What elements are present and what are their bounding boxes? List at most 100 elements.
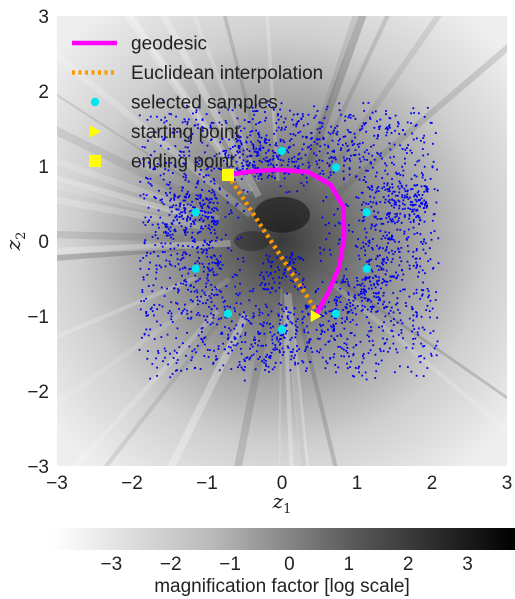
cloud-point: [285, 275, 287, 278]
cloud-point: [171, 321, 174, 323]
cloud-point: [408, 317, 411, 320]
cloud-point: [168, 234, 171, 237]
cloud-point: [177, 208, 180, 211]
cloud-point: [193, 367, 196, 370]
cloud-point: [198, 173, 201, 176]
cloud-point: [213, 349, 215, 352]
cloud-point: [179, 150, 181, 153]
cloud-point: [215, 258, 218, 261]
cloud-point: [285, 191, 288, 194]
cloud-point: [420, 342, 423, 345]
cloud-point: [149, 377, 152, 380]
cloud-point: [281, 126, 283, 129]
cloud-point: [347, 283, 350, 286]
cloud-point: [292, 266, 295, 269]
cloud-point: [304, 350, 306, 353]
cloud-point: [236, 332, 239, 335]
cloud-point: [292, 133, 295, 136]
cloud-point: [263, 140, 266, 142]
cloud-point: [169, 206, 171, 209]
cloud-point: [387, 194, 390, 197]
cloud-point: [416, 160, 419, 163]
cloud-point: [403, 214, 406, 217]
cloud-point: [210, 283, 213, 286]
cloud-point: [191, 300, 194, 303]
cloud-point: [379, 154, 382, 157]
cloud-point: [309, 360, 311, 363]
cloud-point: [369, 116, 371, 119]
cloud-point: [368, 188, 371, 190]
cloud-point: [266, 176, 269, 179]
cloud-point: [244, 331, 247, 334]
cloud-point: [304, 304, 307, 307]
cloud-point: [290, 138, 293, 140]
cloud-point: [356, 246, 359, 248]
cloud-point: [268, 255, 271, 258]
cloud-point: [170, 318, 173, 321]
cloud-point: [293, 268, 296, 270]
cloud-point: [421, 293, 424, 296]
cloud-point: [386, 213, 388, 216]
cloud-point: [318, 337, 321, 340]
cloud-point: [162, 178, 165, 181]
cloud-point: [416, 195, 418, 198]
cloud-point: [289, 262, 291, 265]
cloud-point: [271, 260, 274, 263]
cloud-point: [407, 236, 410, 239]
cloud-point: [369, 161, 372, 164]
cloud-point: [384, 231, 387, 233]
cloud-point: [385, 217, 388, 220]
cloud-point: [248, 164, 251, 167]
cloud-point: [382, 329, 384, 332]
cloud-point: [423, 134, 426, 137]
cloud-point: [245, 163, 248, 166]
cloud-point: [282, 310, 285, 313]
cloud-point: [354, 149, 357, 151]
cloud-point: [315, 328, 318, 331]
cloud-point: [212, 216, 215, 219]
cloud-point: [398, 264, 401, 267]
cloud-point: [262, 287, 265, 290]
cloud-point: [282, 351, 285, 353]
cloud-point: [425, 206, 428, 209]
cloud-point: [259, 174, 262, 177]
cloud-point: [180, 150, 183, 153]
cloud-point: [289, 350, 292, 353]
cloud-point: [341, 317, 343, 320]
selected-sample-point: [331, 163, 341, 172]
cloud-point: [272, 277, 274, 280]
cloud-point: [402, 174, 405, 177]
cloud-point: [412, 264, 415, 267]
cloud-point: [309, 138, 312, 140]
cloud-point: [268, 104, 271, 106]
cloud-point: [368, 275, 371, 278]
cloud-point: [208, 306, 210, 308]
cloud-point: [337, 242, 340, 245]
cloud-point: [213, 223, 216, 226]
cloud-point: [181, 274, 183, 277]
cloud-point: [286, 345, 289, 348]
cloud-point: [384, 162, 386, 165]
cloud-point: [301, 148, 304, 151]
cloud-point: [413, 292, 415, 295]
cloud-point: [149, 136, 152, 139]
cloud-point: [206, 217, 209, 220]
cloud-point: [298, 348, 300, 351]
cloud-point: [397, 199, 400, 202]
cloud-point: [393, 199, 396, 202]
cloud-point: [348, 131, 350, 133]
cloud-point: [386, 128, 389, 131]
cloud-point: [236, 257, 239, 260]
cloud-point: [278, 269, 281, 271]
cloud-point: [266, 100, 269, 103]
cloud-point: [331, 150, 334, 153]
cloud-point: [412, 226, 415, 229]
cloud-point: [375, 201, 378, 204]
cloud-point: [432, 330, 435, 332]
cloud-point: [368, 258, 371, 261]
cloud-point: [371, 339, 374, 342]
cloud-point: [321, 216, 324, 219]
cloud-point: [331, 139, 334, 142]
cloud-point: [415, 200, 418, 203]
cloud-point: [275, 129, 278, 132]
